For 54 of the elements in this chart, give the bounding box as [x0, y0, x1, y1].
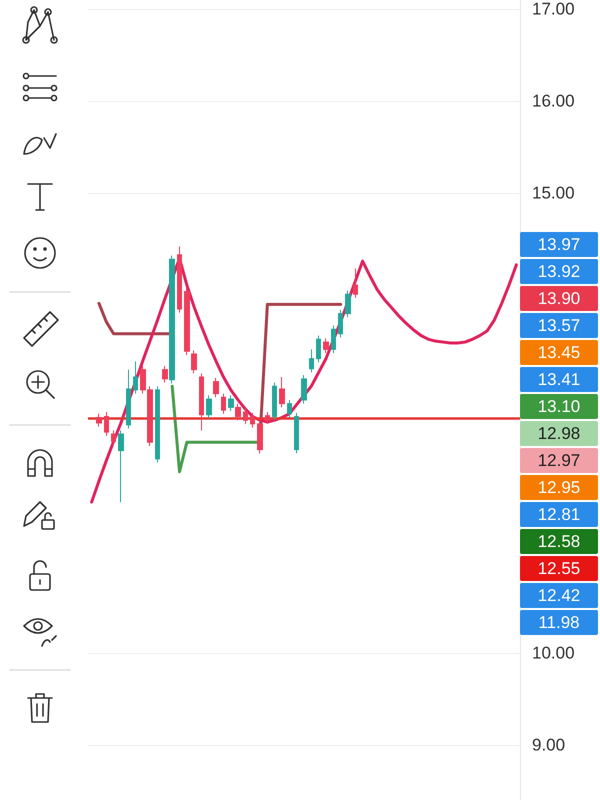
text: 13.97 — [520, 232, 598, 257]
text: 13.57 — [520, 313, 598, 338]
candlestick — [104, 411, 109, 436]
candlestick — [96, 413, 102, 428]
candlestick — [265, 411, 270, 424]
candlestick — [353, 268, 358, 298]
candlestick — [162, 365, 168, 384]
candlestick — [309, 348, 314, 373]
candlestick — [155, 386, 160, 464]
candlestick — [250, 412, 255, 428]
candlestick — [272, 382, 277, 421]
candlestick — [199, 372, 204, 431]
candlestick — [316, 335, 321, 363]
text: 13.92 — [520, 259, 598, 284]
text: 12.95 — [520, 475, 598, 500]
candlestick — [323, 338, 329, 354]
candlestick — [235, 403, 241, 421]
candlestick — [338, 309, 343, 338]
text: 13.45 — [520, 340, 598, 365]
candlestick — [345, 290, 351, 318]
text: 11.98 — [520, 610, 598, 635]
candlestick — [133, 360, 138, 394]
text: 12.55 — [520, 556, 598, 581]
text: 12.98 — [520, 421, 598, 446]
candlestick — [331, 325, 336, 354]
candlestick — [111, 430, 116, 446]
candlestick — [213, 377, 219, 398]
candlestick — [118, 430, 124, 503]
candlestick — [228, 394, 234, 412]
candlestick — [126, 369, 131, 430]
text: 13.90 — [520, 286, 598, 311]
y-tick-label: 10.00 — [532, 643, 575, 662]
candlestick — [294, 412, 299, 454]
candlestick — [184, 287, 190, 356]
candlestick — [221, 393, 226, 414]
y-tick-label: 17.00 — [532, 0, 575, 19]
text: 12.81 — [520, 502, 598, 527]
text: 12.97 — [520, 448, 598, 473]
candlestick — [191, 350, 197, 374]
y-tick-label: 15.00 — [532, 184, 575, 203]
candlestick — [279, 376, 285, 408]
candlestick — [287, 400, 292, 418]
candlestick — [257, 420, 263, 454]
candlestick — [301, 374, 307, 404]
text: 13.41 — [520, 367, 598, 392]
candlestick — [243, 408, 248, 424]
text: 12.42 — [520, 583, 598, 608]
candlestick — [206, 394, 212, 419]
text: 13.10 — [520, 394, 598, 419]
text: 12.58 — [520, 529, 598, 554]
candlestick — [177, 246, 182, 314]
y-tick-label: 16.00 — [532, 92, 575, 111]
y-tick-label: 9.00 — [532, 735, 566, 754]
candlestick — [169, 255, 175, 384]
